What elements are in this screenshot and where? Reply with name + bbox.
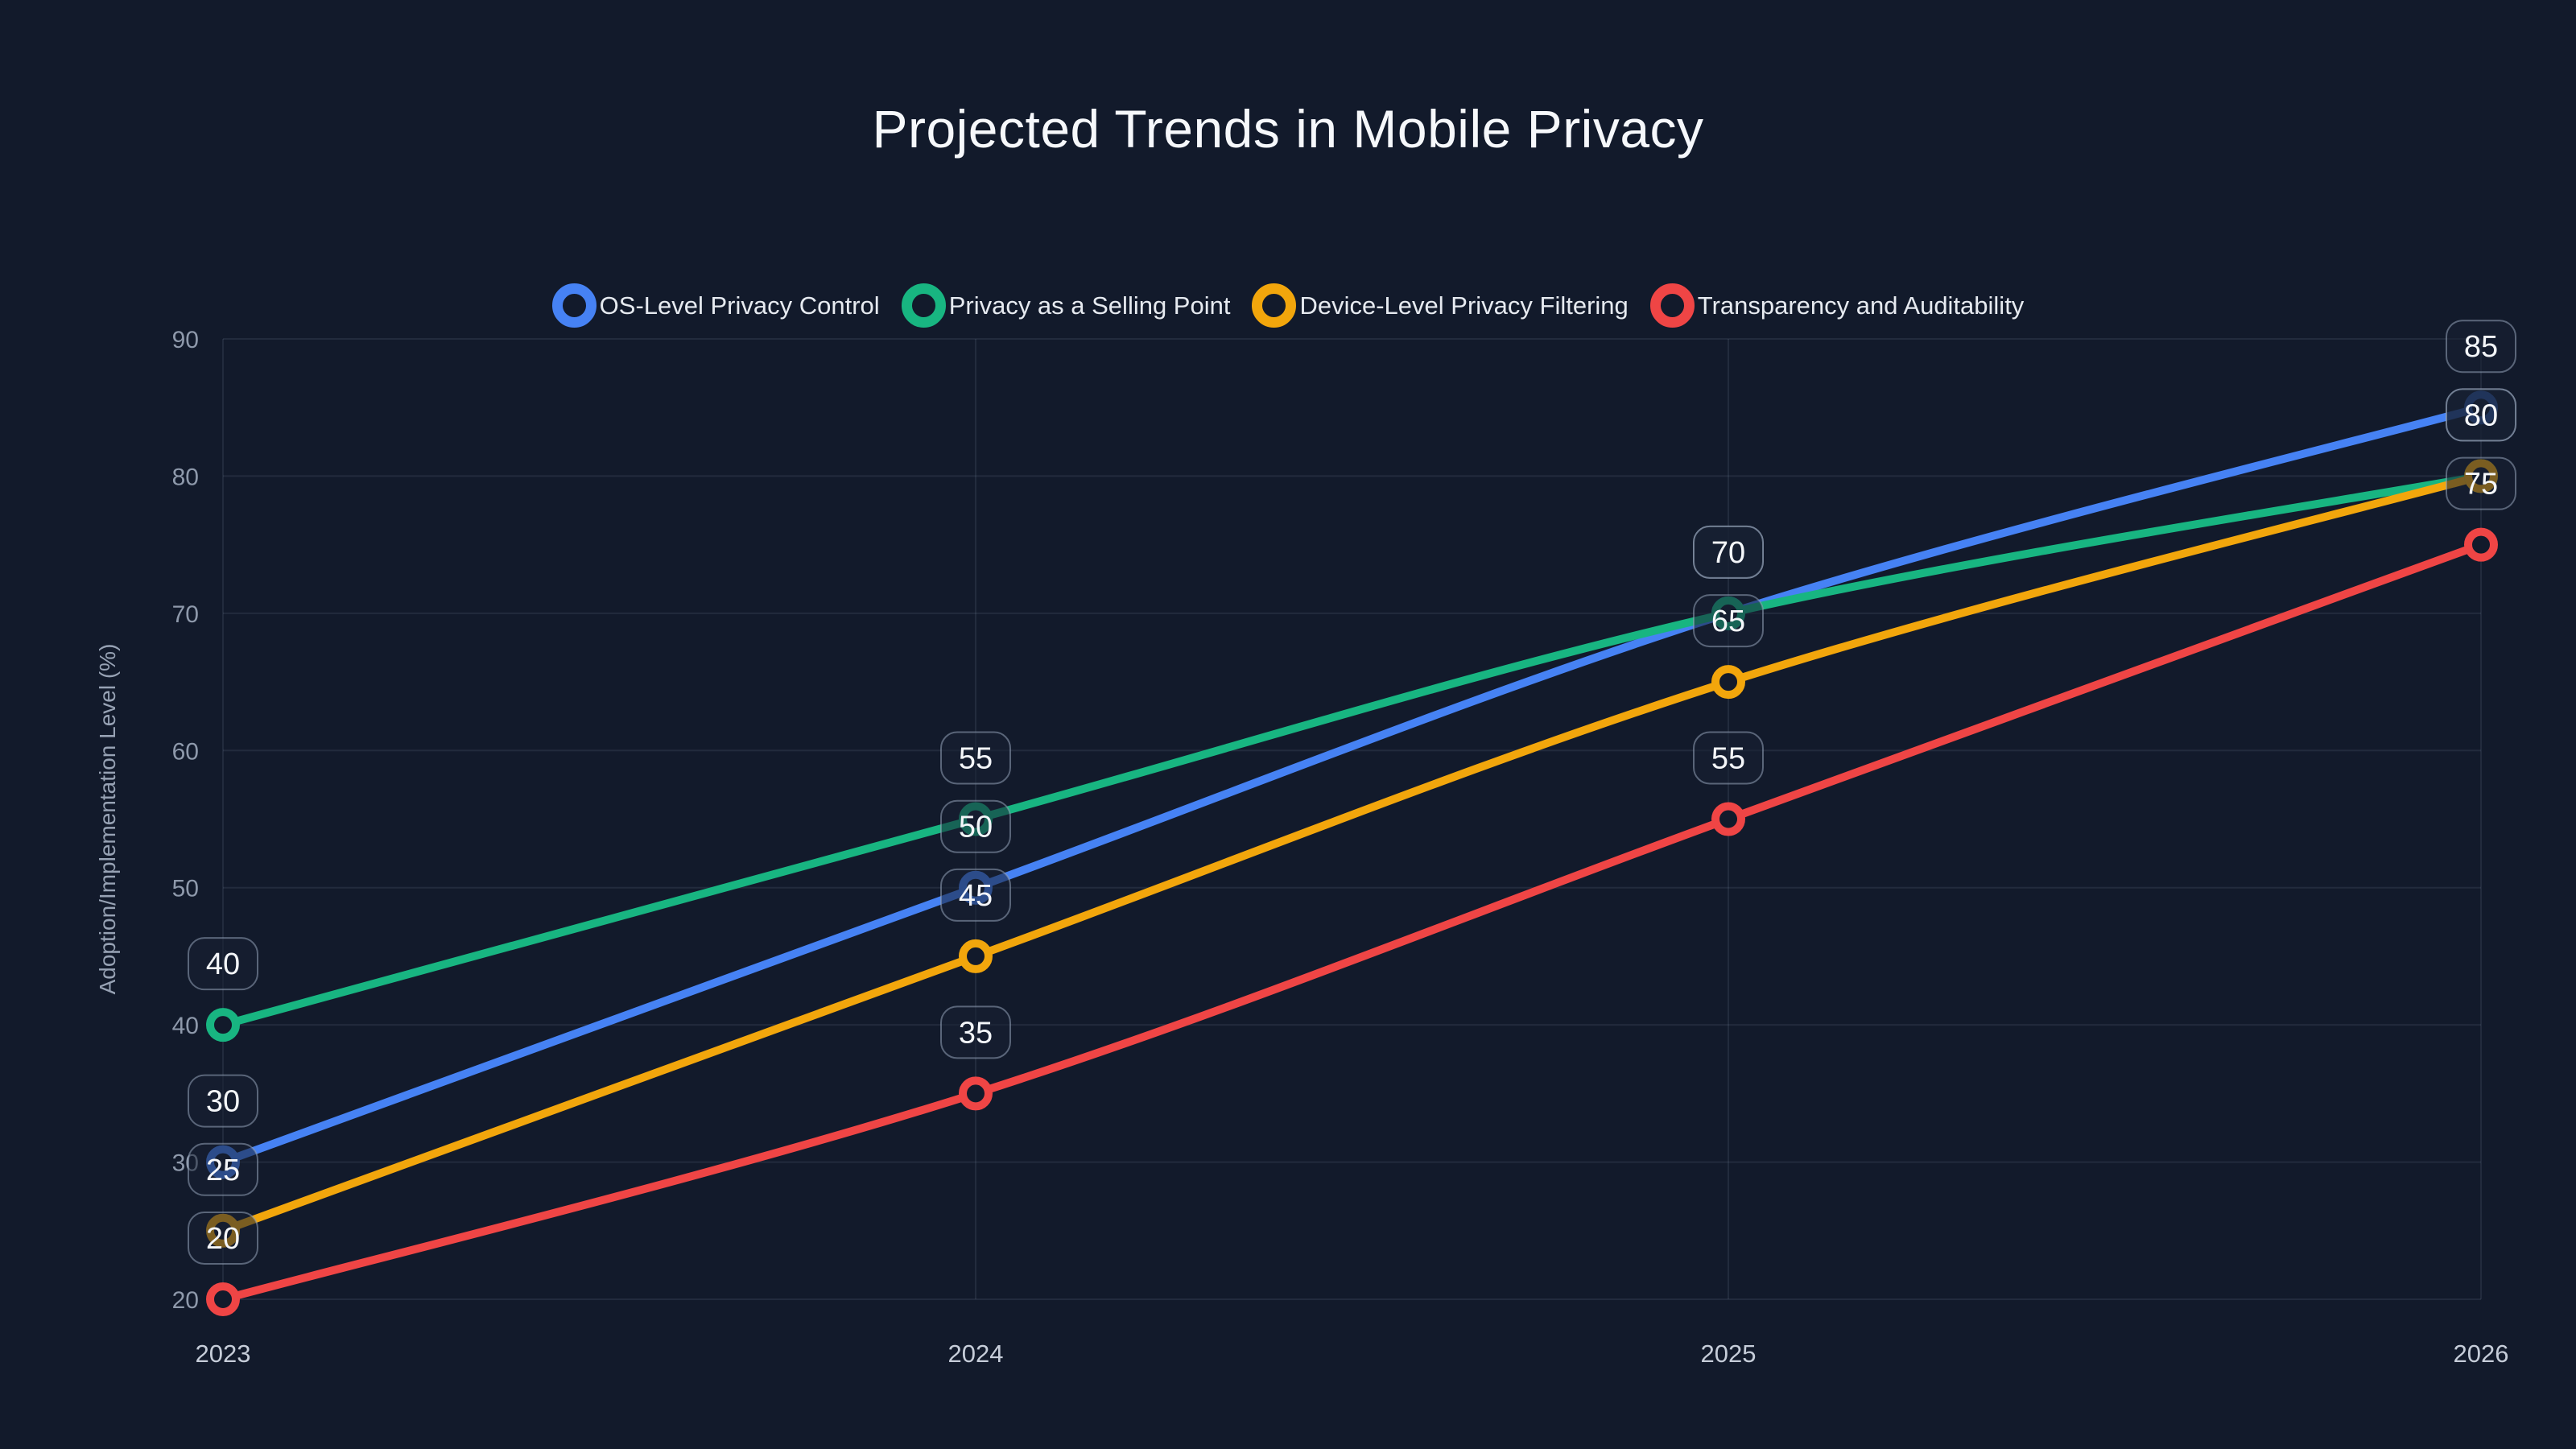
data-point-label-badge-device-level-privacy-filtering	[1693, 594, 1764, 648]
y-axis-tick-label: 90	[172, 327, 199, 353]
data-point-label-value: 20	[206, 1222, 240, 1256]
data-point-label-value: 35	[959, 1016, 993, 1050]
legend-label: Transparency and Auditability	[1697, 291, 2025, 320]
data-point-label-badge-transparency-and-auditability	[2446, 456, 2516, 510]
data-point-label-badge-privacy-as-a-selling-point	[940, 731, 1011, 785]
x-axis-tick-label: 2024	[948, 1340, 1004, 1368]
data-point-label-value: 75	[2464, 468, 2498, 502]
data-point-marker-privacy-as-a-selling-point[interactable]	[206, 1008, 240, 1042]
data-point-marker-transparency-and-auditability[interactable]	[206, 1282, 240, 1316]
series-line-transparency-and-auditability	[219, 540, 2485, 1303]
legend-label: Privacy as a Selling Point	[948, 291, 1231, 320]
data-point-label-badge-privacy-as-a-selling-point	[1693, 525, 1764, 579]
legend: OS-Level Privacy Control Privacy as a Se…	[0, 283, 2576, 328]
data-point-label-badge-transparency-and-auditability	[1693, 731, 1764, 785]
data-point-label-badge-transparency-and-auditability	[188, 1212, 258, 1265]
legend-label: OS-Level Privacy Control	[599, 291, 880, 320]
x-axis-tick-label: 2023	[196, 1340, 251, 1368]
x-axis-tick-label: 2026	[2454, 1340, 2509, 1368]
data-point-marker-device-level-privacy-filtering[interactable]	[959, 939, 993, 973]
data-point-label-badge-device-level-privacy-filtering	[2446, 388, 2516, 442]
data-point-label-value: 45	[959, 879, 993, 913]
y-axis-tick-label: 50	[172, 876, 199, 902]
legend-item-device-level-privacy-filtering[interactable]: Device-Level Privacy Filtering	[1252, 283, 1629, 328]
y-axis-tick-label: 20	[172, 1287, 199, 1314]
data-point-marker-transparency-and-auditability[interactable]	[2464, 527, 2498, 562]
chart-title: Projected Trends in Mobile Privacy	[872, 99, 1704, 159]
series-line-device-level-privacy-filtering	[219, 472, 2485, 1235]
data-point-marker-transparency-and-auditability[interactable]	[1711, 802, 1745, 836]
point-label-layer: 30507085405570802545658020355575	[188, 320, 2516, 1265]
legend-item-privacy-as-a-selling-point[interactable]: Privacy as a Selling Point	[901, 283, 1231, 328]
data-point-label-value: 30	[206, 1085, 240, 1119]
y-axis-tick-label: 60	[172, 738, 199, 765]
y-axis-tick-label: 40	[172, 1013, 199, 1039]
series-layer	[219, 403, 2485, 1303]
y-axis-tick-label: 70	[172, 601, 199, 628]
series-line-os-level-privacy-control	[219, 403, 2485, 1166]
data-point-label-badge-os-level-privacy-control	[188, 1074, 258, 1128]
data-point-label-badge-device-level-privacy-filtering	[940, 868, 1011, 922]
grid-layer	[222, 338, 2482, 1300]
data-point-label-badge-transparency-and-auditability	[940, 1005, 1011, 1059]
legend-label: Device-Level Privacy Filtering	[1299, 291, 1629, 320]
legend-item-transparency-and-auditability[interactable]: Transparency and Auditability	[1649, 283, 2025, 328]
data-point-label-value: 50	[959, 811, 993, 844]
data-point-marker-transparency-and-auditability[interactable]	[959, 1076, 993, 1111]
data-point-label-value: 85	[2464, 330, 2498, 364]
y-axis-title: Adoption/Implementation Level (%)	[95, 644, 120, 995]
data-point-label-value: 70	[1711, 536, 1745, 570]
data-point-label-badge-device-level-privacy-filtering	[188, 1142, 258, 1196]
data-point-marker-device-level-privacy-filtering[interactable]	[1711, 665, 1745, 700]
data-point-label-badge-privacy-as-a-selling-point	[188, 937, 258, 991]
data-point-label-value: 40	[206, 947, 240, 981]
data-point-label-badge-os-level-privacy-control	[2446, 320, 2516, 374]
data-point-label-value: 25	[206, 1154, 240, 1187]
series-line-privacy-as-a-selling-point	[219, 472, 2485, 1030]
x-axis-tick-label: 2025	[1701, 1340, 1757, 1368]
data-point-label-badge-os-level-privacy-control	[940, 799, 1011, 853]
legend-item-os-level-privacy-control[interactable]: OS-Level Privacy Control	[551, 283, 880, 328]
data-point-label-value: 55	[959, 742, 993, 776]
y-axis-tick-label: 80	[172, 464, 199, 490]
data-point-label-value: 55	[1711, 742, 1745, 776]
data-point-label-value: 65	[1711, 605, 1745, 638]
data-point-label-value: 80	[2464, 398, 2498, 432]
